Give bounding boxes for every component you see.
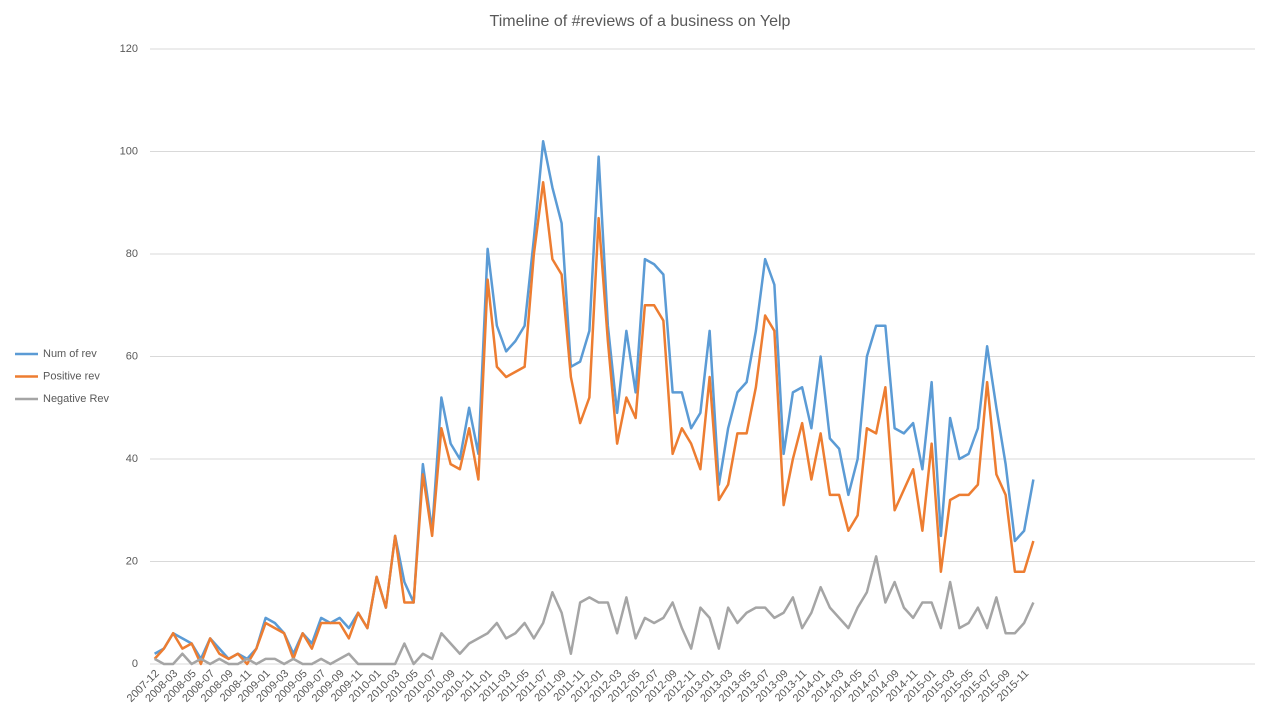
y-tick-label: 0 (132, 658, 138, 670)
chart-title: Timeline of #reviews of a business on Ye… (490, 13, 791, 30)
series-line (154, 140, 1035, 661)
y-tick-label: 80 (126, 248, 138, 260)
y-tick-label: 40 (126, 453, 138, 465)
series-line (154, 555, 1035, 666)
y-tick-label: 20 (126, 555, 138, 567)
legend-label: Num of rev (43, 348, 97, 360)
series-line (153, 181, 1035, 666)
legend-label: Positive rev (43, 370, 100, 382)
y-tick-label: 60 (126, 350, 138, 362)
y-tick-label: 100 (120, 145, 138, 157)
legend-label: Negative Rev (43, 393, 110, 405)
y-tick-label: 120 (120, 43, 138, 55)
